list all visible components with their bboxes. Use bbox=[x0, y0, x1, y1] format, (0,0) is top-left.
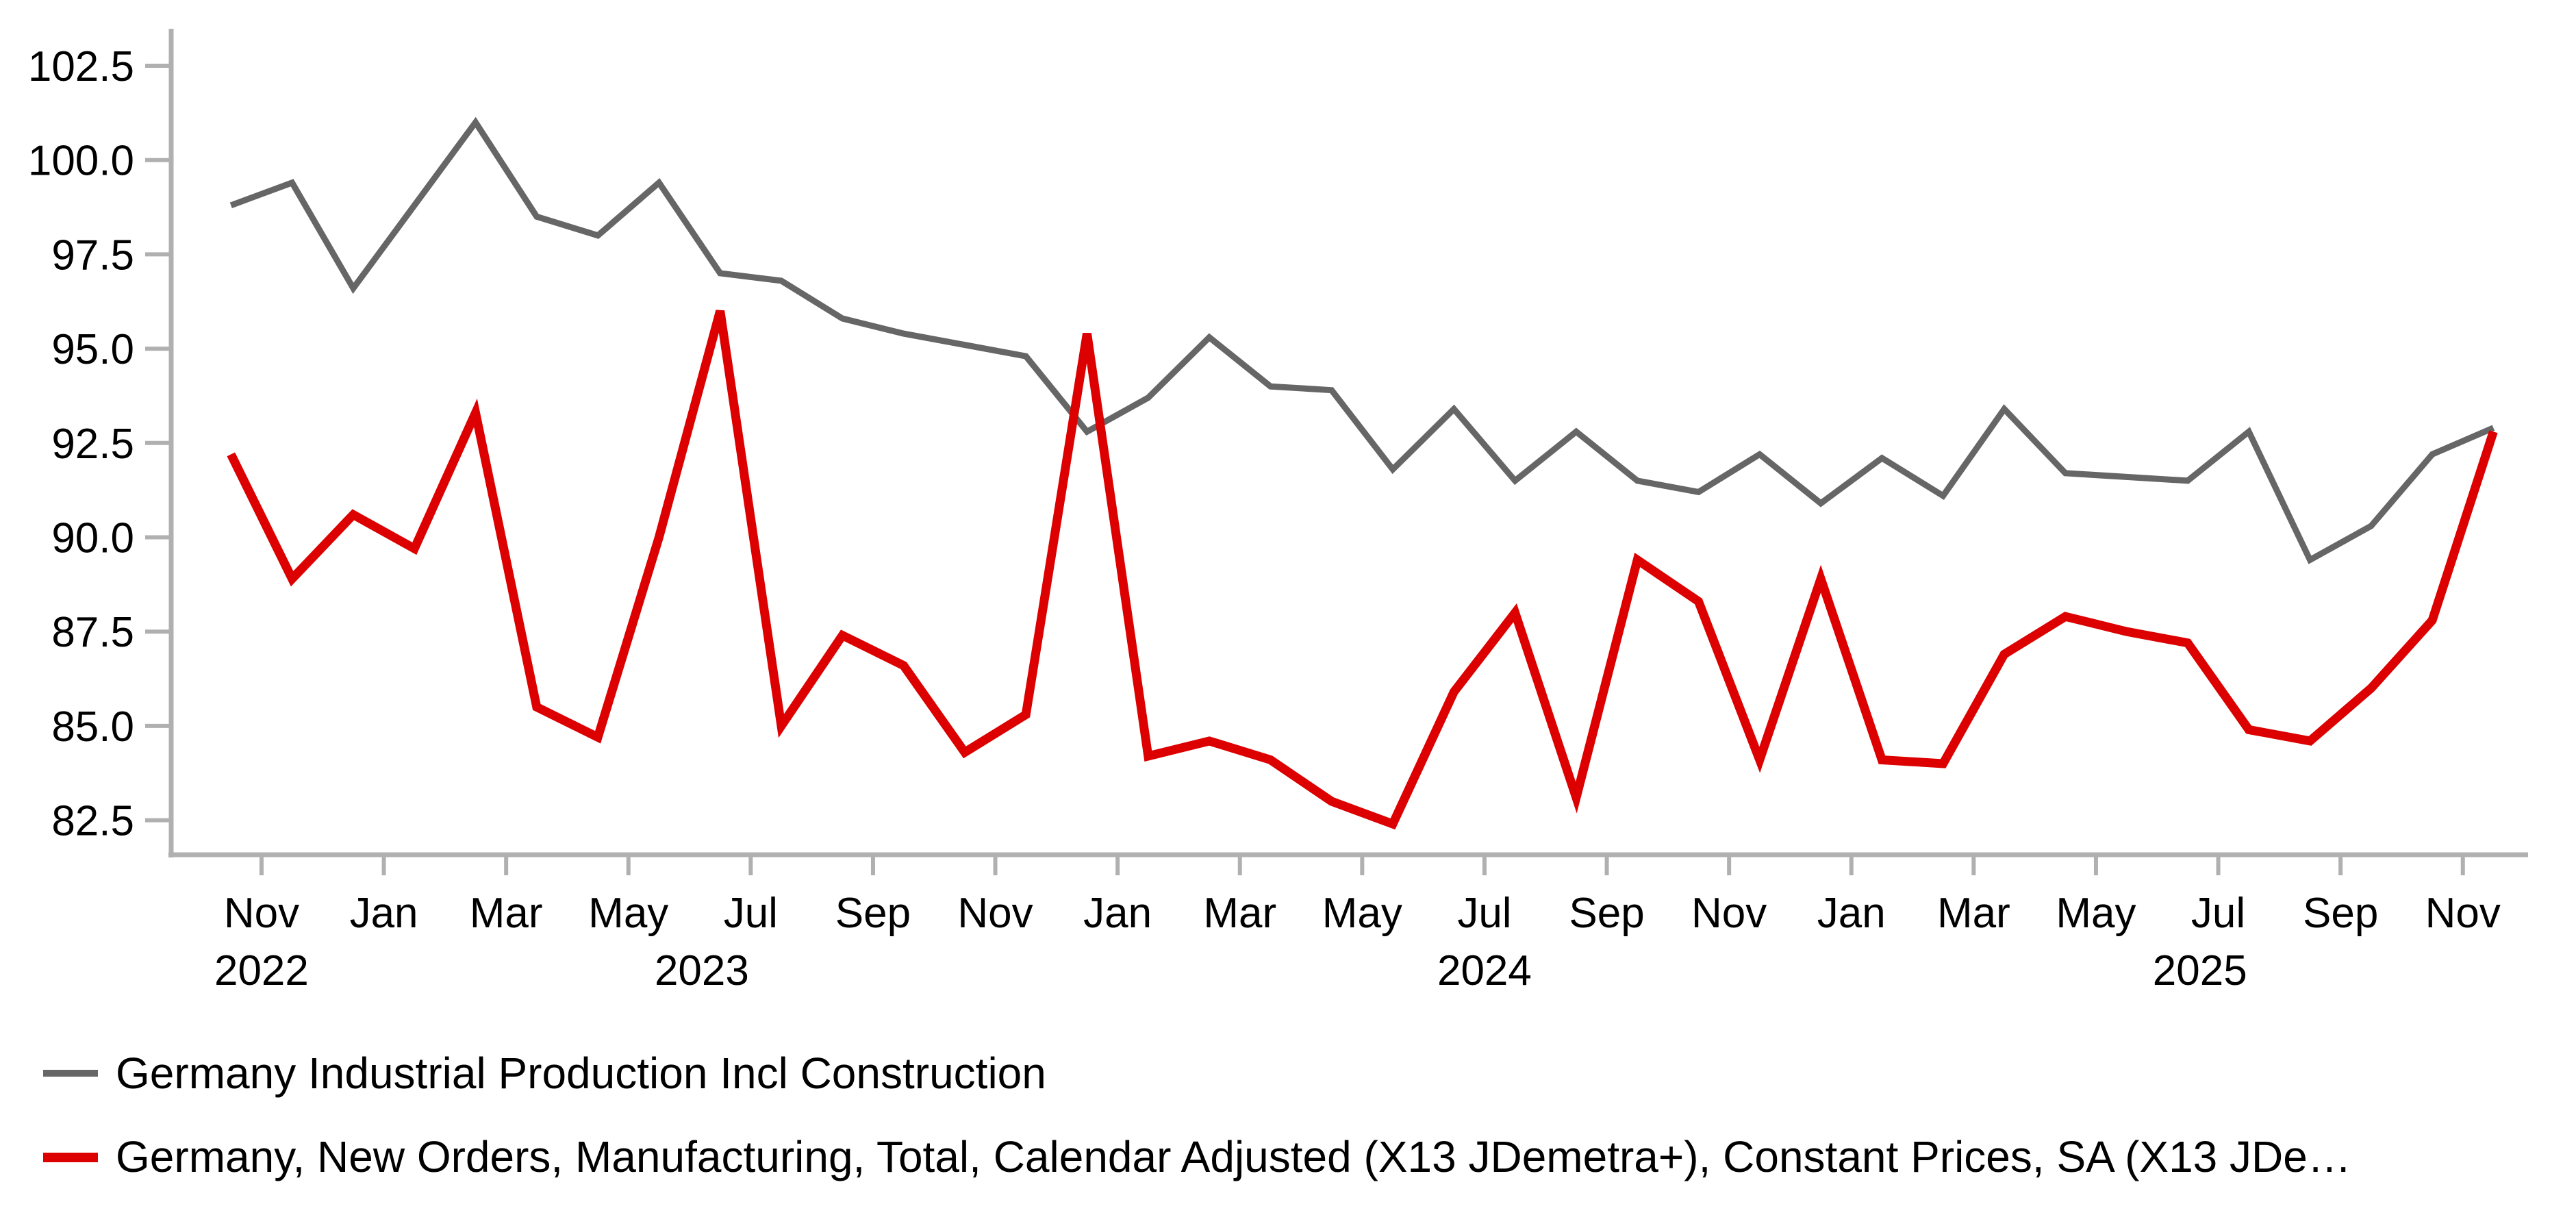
legend-swatch-gray-line bbox=[43, 1070, 98, 1077]
legend-label: Germany, New Orders, Manufacturing, Tota… bbox=[116, 1132, 2351, 1182]
x-tick-label: Sep bbox=[2303, 890, 2378, 937]
legend-item-industrial-production: Germany Industrial Production Incl Const… bbox=[43, 1049, 2351, 1097]
x-tick-label: Jan bbox=[350, 890, 418, 937]
y-tick-label: 87.5 bbox=[51, 609, 134, 656]
x-tick-label: May bbox=[588, 890, 668, 937]
x-tick-label: Mar bbox=[470, 890, 543, 937]
series-line-industrial-production bbox=[229, 116, 2495, 564]
x-tick-label: Mar bbox=[1937, 890, 2010, 937]
legend-swatch-red-line bbox=[43, 1152, 98, 1162]
x-year-label: 2025 bbox=[2153, 947, 2247, 994]
y-tick-label: 90.0 bbox=[51, 515, 134, 562]
legend-label: Germany Industrial Production Incl Const… bbox=[116, 1049, 1046, 1098]
x-tick-label: Nov bbox=[1691, 890, 1767, 937]
x-tick-label: Sep bbox=[835, 890, 911, 937]
x-tick-label: Sep bbox=[1569, 890, 1644, 937]
x-tick-label: Nov bbox=[224, 890, 299, 937]
plot-svg: 102.5 100.0 97.5 95.0 92.5 90.0 87.5 85.0 82.5 No… bbox=[28, 29, 2528, 994]
series-line-new-orders bbox=[227, 310, 2498, 830]
y-tick-label: 102.5 bbox=[28, 43, 134, 90]
x-tick-label: May bbox=[1322, 890, 1402, 937]
x-tick-label: Nov bbox=[957, 890, 1033, 937]
x-tick-label: Nov bbox=[2425, 890, 2501, 937]
y-tick-label: 82.5 bbox=[51, 798, 134, 845]
y-tick-label: 97.5 bbox=[51, 231, 134, 279]
x-tick-label: May bbox=[2056, 890, 2136, 937]
legend: Germany Industrial Production Incl Const… bbox=[43, 1049, 2351, 1181]
x-year-label: 2023 bbox=[655, 947, 749, 994]
y-tick-label: 92.5 bbox=[51, 421, 134, 468]
y-tick-label: 85.0 bbox=[51, 703, 134, 751]
x-tick-label: Jul bbox=[1457, 890, 1511, 937]
x-tick-label: Jan bbox=[1817, 890, 1886, 937]
x-year-label: 2024 bbox=[1437, 947, 1532, 994]
legend-item-new-orders: Germany, New Orders, Manufacturing, Tota… bbox=[43, 1133, 2351, 1181]
x-tick-label: Jul bbox=[2191, 890, 2245, 937]
x-year-label: 2022 bbox=[214, 947, 309, 994]
x-tick-label: Mar bbox=[1203, 890, 1276, 937]
y-tick-label: 100.0 bbox=[28, 138, 134, 185]
x-tick-label: Jan bbox=[1083, 890, 1152, 937]
x-tick-label: Jul bbox=[724, 890, 778, 937]
y-tick-label: 95.0 bbox=[51, 326, 134, 373]
